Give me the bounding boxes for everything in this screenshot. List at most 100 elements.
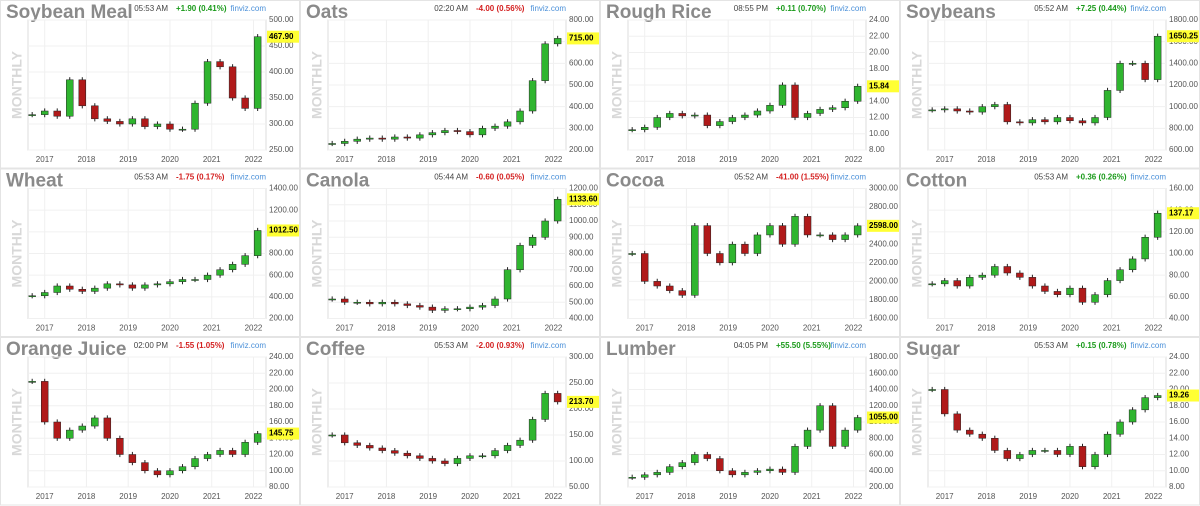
- candle-body: [166, 470, 174, 476]
- candle-body: [653, 117, 661, 128]
- y-tick-label: 300.00: [269, 119, 294, 128]
- panel-border: [600, 0, 900, 169]
- candle-body: [966, 429, 974, 435]
- candle-body: [191, 458, 199, 467]
- candle-body: [441, 308, 449, 311]
- y-tick-label: 120.00: [269, 450, 294, 459]
- candle-body: [503, 445, 512, 451]
- x-tick-label: 2019: [419, 155, 437, 164]
- candle-body: [478, 305, 487, 308]
- period-watermark: MONTHLY: [9, 387, 25, 456]
- x-tick-label: 2017: [36, 492, 54, 501]
- candle-body: [203, 454, 212, 459]
- y-tick-label: 1000.00: [569, 216, 598, 225]
- x-tick-label: 2020: [761, 324, 779, 333]
- candle-body: [1078, 287, 1087, 303]
- candle-body: [991, 104, 999, 107]
- candle-body: [253, 433, 262, 443]
- candle-body: [1128, 258, 1137, 270]
- last-price-label: 2598.00: [869, 221, 898, 230]
- y-tick-label: 1800.00: [1169, 15, 1198, 24]
- y-tick-label: 400.00: [269, 292, 294, 301]
- chart-title: Soybean Meal: [6, 2, 133, 23]
- y-tick-label: 120.00: [1169, 227, 1194, 236]
- candle-body: [328, 434, 336, 437]
- y-tick-label: 14.00: [869, 96, 890, 105]
- candle-body: [178, 279, 187, 282]
- source: finviz.com: [530, 173, 566, 182]
- candle-body: [416, 455, 424, 459]
- candle-body: [516, 245, 524, 270]
- period-watermark: MONTHLY: [309, 219, 325, 288]
- quote-time: 05:52 AM: [1034, 4, 1068, 13]
- y-tick-label: 150.00: [569, 430, 594, 439]
- x-tick-label: 2019: [1019, 492, 1037, 501]
- quote-change: +0.15 (0.78%): [1076, 341, 1127, 350]
- y-tick-label: 160.00: [1169, 184, 1194, 193]
- x-tick-label: 2021: [203, 492, 221, 501]
- period-watermark: MONTHLY: [909, 50, 925, 119]
- candle-body: [28, 114, 36, 116]
- x-tick-label: 2017: [936, 492, 954, 501]
- candle-body: [541, 43, 549, 81]
- x-tick-label: 2020: [461, 324, 479, 333]
- candle-body: [53, 285, 61, 293]
- x-tick-label: 2022: [545, 492, 563, 501]
- quote-change: -1.55 (1.05%): [176, 341, 225, 350]
- chart-title: Coffee: [306, 339, 365, 360]
- candle-body: [678, 113, 686, 117]
- y-tick-label: 800.00: [869, 433, 894, 442]
- candle-body: [666, 113, 674, 118]
- y-tick-label: 900.00: [569, 232, 594, 241]
- candle-body: [703, 114, 712, 126]
- candle-body: [441, 460, 449, 464]
- last-price-box: [267, 224, 299, 237]
- candle-body: [803, 429, 812, 447]
- candle-body: [103, 283, 112, 289]
- source: finviz.com: [230, 341, 266, 350]
- panel-border: [300, 168, 600, 337]
- last-price-label: 213.70: [569, 397, 594, 406]
- candle-body: [691, 225, 699, 296]
- candle-body: [1103, 90, 1112, 118]
- x-tick-label: 2017: [336, 155, 354, 164]
- candle-body: [91, 287, 99, 292]
- source: finviz.com: [230, 4, 266, 13]
- panel-border: [0, 337, 300, 506]
- candle-body: [416, 305, 424, 308]
- candle-body: [1141, 63, 1149, 80]
- chart-panel: MONTHLY Canola 05:44 AM -0.60 (0.05%) finviz…: [300, 168, 600, 337]
- candle-body: [78, 289, 86, 292]
- x-tick-label: 2018: [978, 155, 996, 164]
- candle-body: [341, 141, 349, 144]
- candle-body: [803, 216, 812, 236]
- candle-body: [353, 138, 361, 142]
- candle-body: [753, 470, 762, 473]
- candle-body: [366, 302, 374, 305]
- candle-body: [466, 306, 474, 309]
- candle-body: [853, 225, 862, 236]
- y-tick-label: 200.00: [569, 404, 594, 413]
- x-tick-label: 2021: [203, 155, 221, 164]
- last-price-box: [867, 219, 899, 232]
- y-tick-label: 400.00: [569, 314, 594, 323]
- candle-body: [78, 79, 86, 107]
- candle-body: [78, 425, 86, 431]
- candle-body: [191, 279, 199, 281]
- panel-border: [600, 168, 900, 337]
- y-tick-label: 350.00: [269, 93, 294, 102]
- candle-body: [703, 454, 712, 459]
- x-tick-label: 2021: [503, 492, 521, 501]
- candle-body: [728, 243, 737, 264]
- candle-body: [541, 393, 549, 420]
- x-tick-label: 2019: [419, 492, 437, 501]
- candle-body: [928, 109, 936, 112]
- chart-title: Cocoa: [606, 171, 665, 192]
- candle-body: [253, 230, 262, 256]
- candle-body: [378, 447, 386, 451]
- candle-body: [991, 266, 999, 276]
- candle-body: [66, 79, 74, 117]
- x-tick-label: 2019: [119, 492, 137, 501]
- y-tick-label: 24.00: [869, 15, 890, 24]
